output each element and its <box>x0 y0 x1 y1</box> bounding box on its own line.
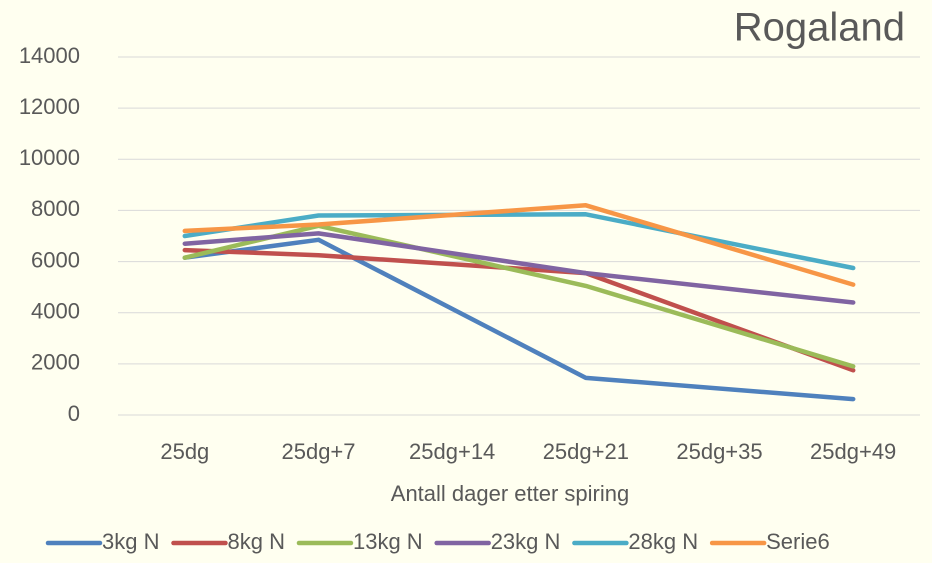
y-tick-label: 8000 <box>31 196 80 221</box>
x-tick-label: 25dg+7 <box>281 439 355 464</box>
y-tick-label: 0 <box>68 401 80 426</box>
series-line <box>182 231 856 305</box>
series-line <box>182 203 856 287</box>
y-tick-label: 14000 <box>19 43 80 68</box>
legend-label: 28kg N <box>628 529 698 554</box>
x-tick-label: 25dg+49 <box>810 439 896 464</box>
y-tick-label: 12000 <box>19 94 80 119</box>
series-line <box>182 237 856 402</box>
y-tick-label: 2000 <box>31 350 80 375</box>
chart-title: Rogaland <box>734 6 905 50</box>
legend-label: Serie6 <box>766 529 830 554</box>
legend-label: 3kg N <box>102 529 159 554</box>
series-line <box>182 247 856 373</box>
legend-label: 13kg N <box>353 529 423 554</box>
legend-label: 8kg N <box>227 529 284 554</box>
x-axis-label: Antall dager etter spiring <box>391 481 629 506</box>
x-tick-label: 25dg+21 <box>543 439 629 464</box>
series-line <box>182 223 856 369</box>
y-tick-label: 6000 <box>31 247 80 272</box>
legend-label: 23kg N <box>491 529 561 554</box>
x-tick-label: 25dg+14 <box>409 439 495 464</box>
x-tick-label: 25dg+35 <box>676 439 762 464</box>
y-tick-label: 4000 <box>31 299 80 324</box>
x-tick-label: 25dg <box>160 439 209 464</box>
y-tick-label: 10000 <box>19 145 80 170</box>
